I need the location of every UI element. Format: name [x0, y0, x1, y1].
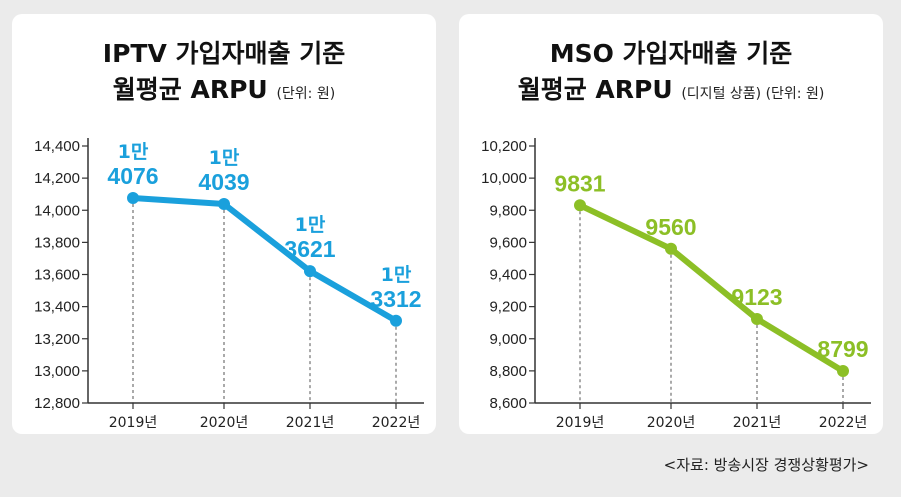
y-tick-label: 14,400 [34, 138, 80, 155]
y-tick-label: 13,400 [34, 299, 80, 316]
y-tick-label: 14,200 [34, 170, 80, 187]
chart-title-main: 월평균 ARPU [517, 75, 673, 104]
y-tick-label: 13,600 [34, 267, 80, 284]
chart-title-line2: 월평균 ARPU (디지털 상품) (단위: 원) [459, 70, 883, 106]
source-note: <자료: 방송시장 경쟁상황평가> [663, 456, 869, 474]
data-label-prefix: 1만 [118, 141, 149, 163]
data-label: 4076 [107, 163, 158, 189]
x-tick-label: 2021년 [286, 415, 335, 431]
y-tick-label: 14,000 [34, 202, 80, 219]
iptv-arpu-chart-panel: IPTV 가입자매출 기준 월평균 ARPU (단위: 원) 14,400 14,… [12, 14, 436, 434]
chart-title-line2: 월평균 ARPU (단위: 원) [12, 70, 436, 106]
y-tick-label: 9,800 [489, 202, 527, 219]
data-label: 9831 [554, 170, 605, 196]
x-tick-label: 2021년 [733, 415, 782, 431]
y-tick-label: 9,600 [489, 234, 527, 251]
chart-unit-note: (디지털 상품) (단위: 원) [681, 86, 825, 102]
data-label: 4039 [198, 169, 249, 195]
mso-arpu-chart-panel: MSO 가입자매출 기준 월평균 ARPU (디지털 상품) (단위: 원) 1… [459, 14, 883, 434]
data-label: 8799 [817, 336, 868, 362]
data-point [304, 265, 316, 278]
x-tick-label: 2019년 [556, 415, 605, 431]
x-tick-label: 2020년 [647, 415, 696, 431]
chart-title-main: 월평균 ARPU [112, 75, 268, 104]
data-label-prefix: 1만 [381, 264, 412, 286]
data-point [218, 197, 230, 210]
data-point [837, 365, 849, 378]
series-line [577, 202, 846, 375]
data-label-prefix: 1만 [295, 214, 326, 236]
x-tick-label: 2020년 [200, 415, 249, 431]
chart-unit-note: (단위: 원) [276, 86, 336, 102]
data-point [665, 242, 677, 255]
data-point [127, 192, 139, 205]
data-point [751, 312, 763, 325]
y-tick-label: 10,200 [481, 138, 527, 155]
chart-title: IPTV 가입자매출 기준 [102, 39, 346, 68]
mso-line-chart: 10,200 10,000 9,800 9,600 9,400 9,200 9,000 8,8… [481, 138, 871, 431]
y-tick-label: 13,000 [34, 363, 80, 380]
iptv-line-chart: 14,400 14,200 14,000 13,800 13,600 13,400 13,2… [34, 138, 424, 431]
y-tick-label: 9,200 [489, 299, 527, 316]
y-tick-label: 13,200 [34, 331, 80, 348]
data-label: 9560 [645, 214, 696, 240]
y-tick-label: 9,400 [489, 267, 527, 284]
x-tick-label: 2019년 [109, 415, 158, 431]
data-label: 3621 [284, 236, 335, 262]
y-tick-label: 10,000 [481, 170, 527, 187]
x-tick-label: 2022년 [372, 415, 421, 431]
data-point [574, 199, 586, 212]
x-tick-label: 2022년 [819, 415, 868, 431]
y-tick-label: 8,600 [489, 395, 527, 412]
data-label-prefix: 1만 [209, 147, 240, 169]
data-label: 3312 [370, 286, 421, 312]
y-tick-label: 12,800 [34, 395, 80, 412]
y-tick-label: 9,000 [489, 331, 527, 348]
y-tick-label: 8,800 [489, 363, 527, 380]
y-tick-label: 13,800 [34, 234, 80, 251]
data-label: 9123 [731, 284, 782, 310]
data-point [390, 314, 402, 327]
series-line [130, 195, 399, 324]
chart-title: MSO 가입자매출 기준 [549, 39, 793, 68]
